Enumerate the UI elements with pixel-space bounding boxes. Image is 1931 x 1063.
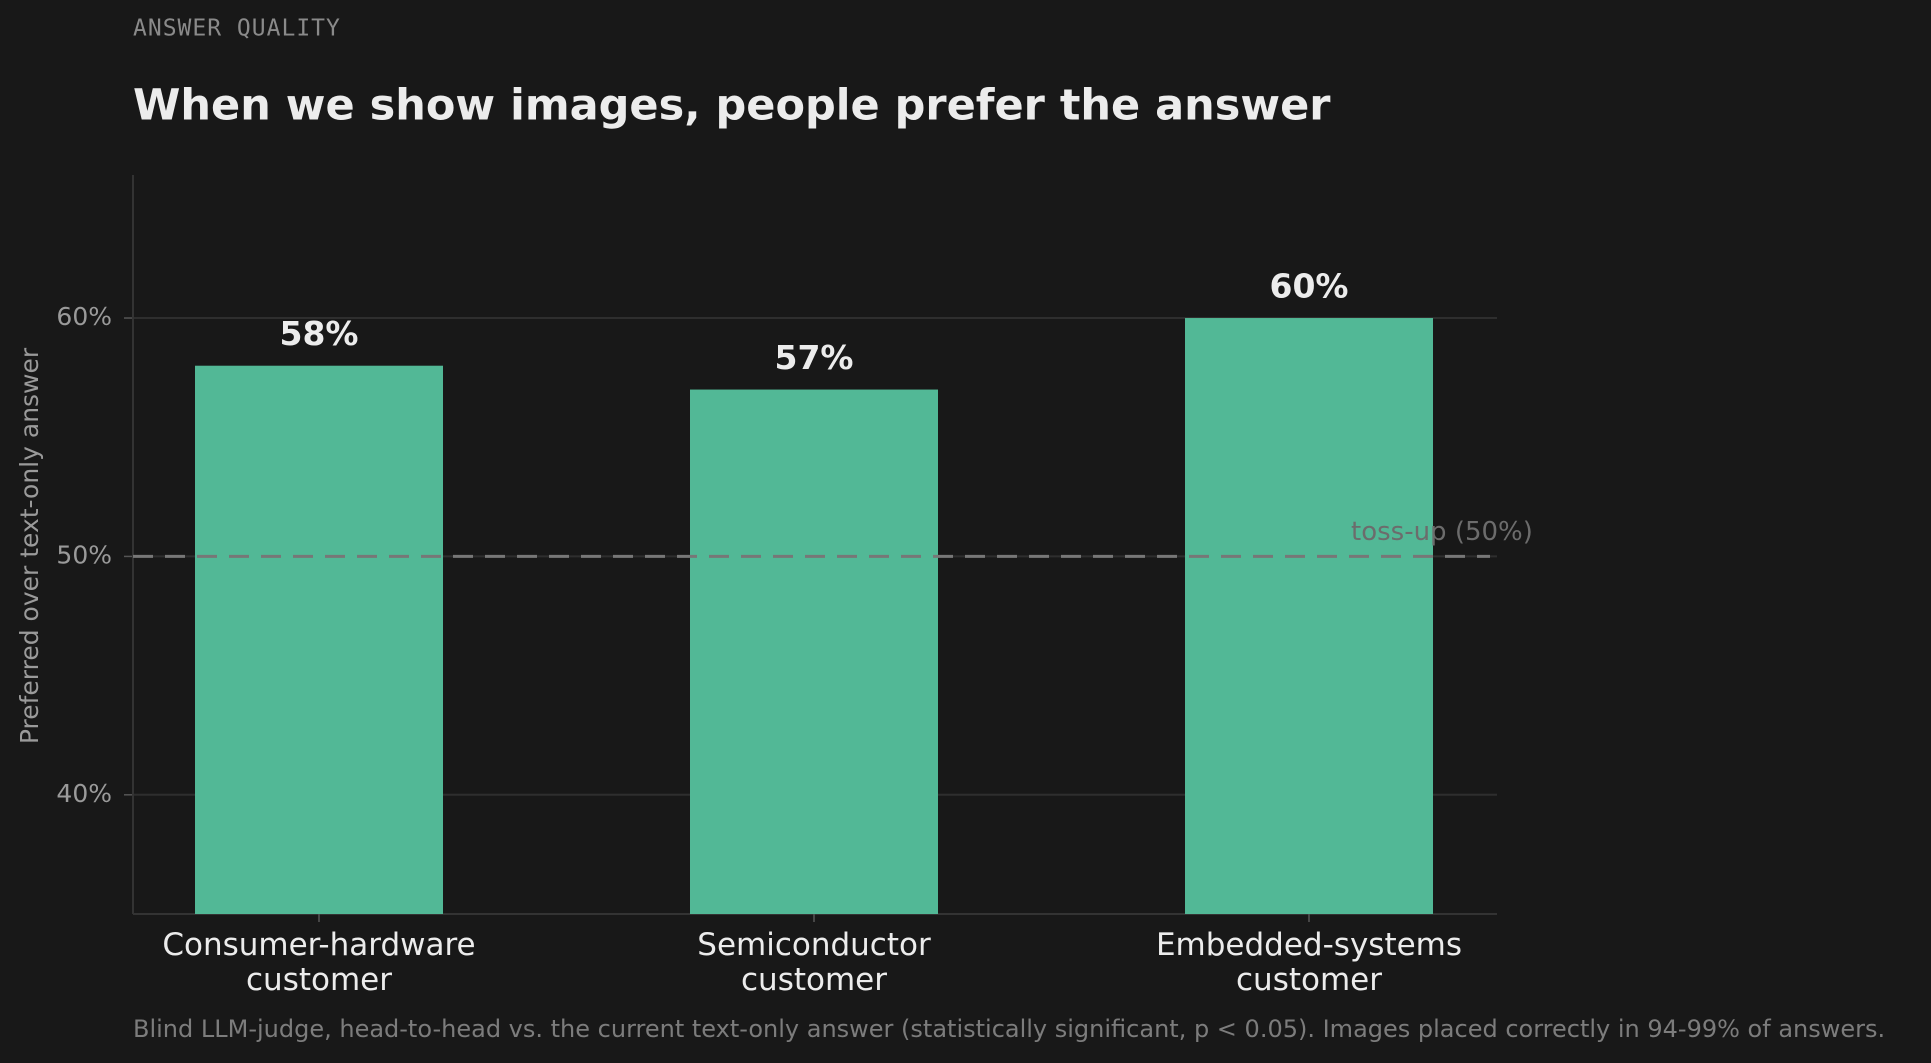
x-tick-label: Embedded-systems customer — [1155, 927, 1463, 998]
value-label: 60% — [1270, 267, 1349, 306]
bar — [1185, 318, 1433, 915]
footnote: Blind LLM-judge, head-to-head vs. the cu… — [133, 1015, 1885, 1043]
x-tick-label: Consumer-hardware customer — [162, 927, 476, 998]
y-tick-label: 50% — [56, 540, 112, 569]
y-tick-label: 40% — [56, 779, 112, 808]
value-label: 58% — [280, 314, 359, 353]
y-axis-label: Preferred over text-only answer — [15, 347, 44, 744]
eyebrow: ANSWER QUALITY — [133, 16, 341, 42]
chart-title: When we show images, people prefer the a… — [133, 81, 1331, 131]
x-tick-label: Semiconductor customer — [697, 927, 931, 998]
bar — [195, 365, 443, 914]
value-label: 57% — [775, 338, 854, 377]
reference-label: toss-up (50%) — [1351, 517, 1533, 547]
y-tick-label: 60% — [56, 302, 112, 331]
bar — [690, 389, 938, 914]
